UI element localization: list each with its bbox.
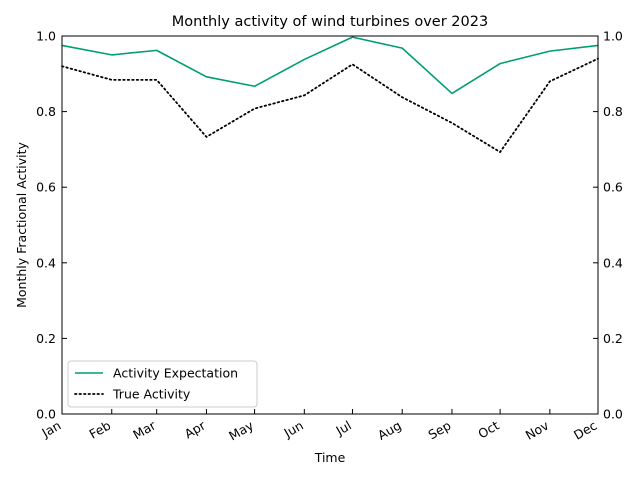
y-tick-label-left: 0.6 bbox=[36, 180, 56, 195]
x-tick-label: Feb bbox=[87, 418, 114, 442]
x-tick-label: Dec bbox=[571, 418, 600, 443]
x-tick-label: May bbox=[226, 417, 256, 443]
series-line-true-activity bbox=[61, 57, 599, 153]
y-tick-label-left: 1.0 bbox=[36, 29, 56, 44]
y-tick-label-left: 0.4 bbox=[36, 255, 56, 270]
series-line-activity-expectation bbox=[61, 36, 599, 95]
x-tick-label: Jun bbox=[281, 418, 306, 441]
x-tick-label: Apr bbox=[182, 417, 209, 441]
x-tick-label: Sep bbox=[426, 418, 454, 443]
y-tick-label-left: 0.8 bbox=[36, 104, 56, 119]
y-tick-label-right: 0.4 bbox=[603, 255, 623, 270]
y-tick-label-right: 1.0 bbox=[603, 29, 623, 44]
y-tick-label-right: 0.6 bbox=[603, 180, 623, 195]
legend-box bbox=[67, 360, 258, 408]
y-tick-label-left: 0.0 bbox=[36, 407, 56, 422]
x-axis-label: Time bbox=[314, 450, 346, 465]
legend: Activity Expectation True Activity bbox=[67, 360, 258, 408]
x-tick-label: Aug bbox=[375, 418, 404, 443]
y-axis-label: Monthly Fractional Activity bbox=[14, 142, 29, 308]
y-tick-label-right: 0.0 bbox=[603, 407, 623, 422]
plot-frame bbox=[61, 35, 599, 415]
legend-label-activity-expectation: Activity Expectation bbox=[113, 366, 238, 381]
legend-label-true-activity: True Activity bbox=[112, 387, 191, 402]
y-tick-label-right: 0.2 bbox=[603, 331, 623, 346]
y-tick-label-right: 0.8 bbox=[603, 104, 623, 119]
y-tick-label-left: 0.2 bbox=[36, 331, 56, 346]
x-tick-label: Nov bbox=[523, 417, 552, 442]
x-tick-label: Mar bbox=[130, 417, 159, 442]
x-tick-label: Jul bbox=[333, 418, 354, 439]
chart-title: Monthly activity of wind turbines over 2… bbox=[172, 14, 488, 30]
series-lines bbox=[61, 36, 599, 153]
x-tick-label: Oct bbox=[475, 418, 501, 442]
